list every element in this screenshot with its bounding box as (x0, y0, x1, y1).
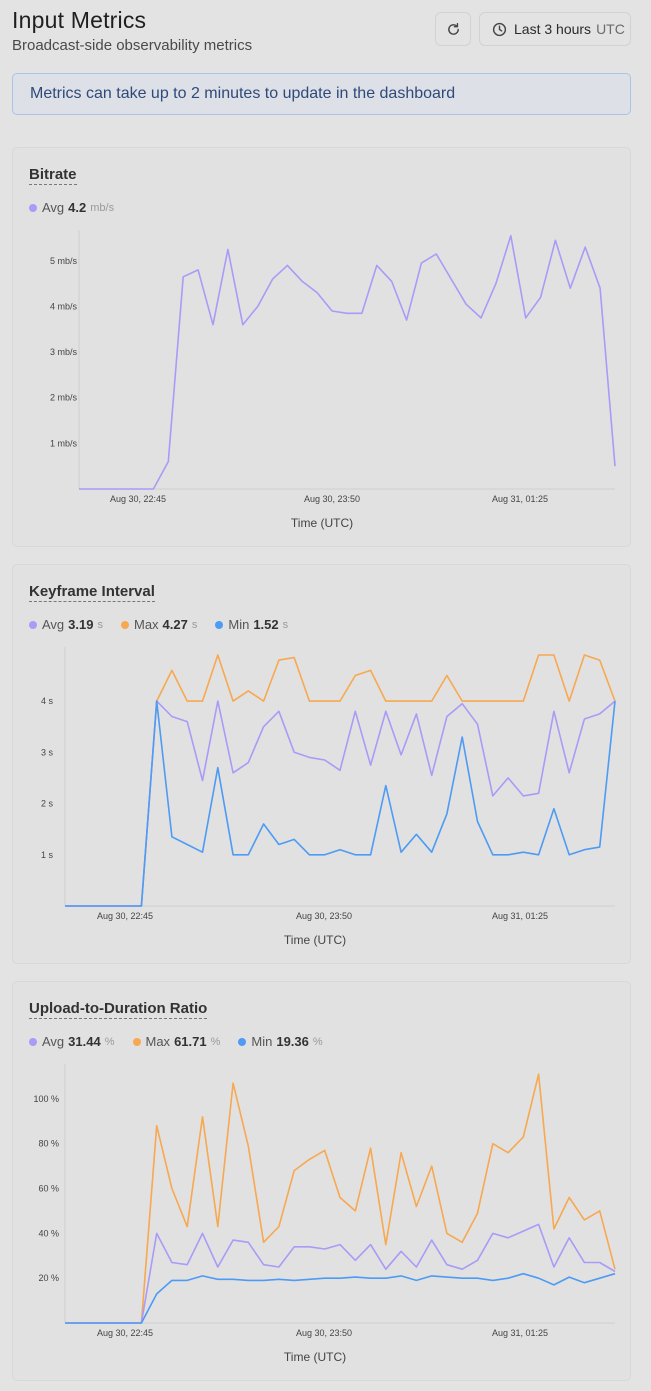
y-tick-label: 20 % (38, 1273, 59, 1283)
info-banner: Metrics can take up to 2 minutes to upda… (12, 73, 631, 115)
legend-dot (238, 1037, 247, 1046)
series-line-max[interactable] (65, 1073, 616, 1324)
legend-value: 1.52 (253, 617, 279, 632)
legend-item-avg[interactable]: Avg 4.2 mb/s (29, 200, 114, 215)
x-tick-label: Aug 31, 01:25 (492, 1328, 548, 1338)
y-tick-label: 5 mb/s (50, 256, 78, 266)
legend-unit: % (312, 1035, 323, 1048)
time-range-timezone: UTC (596, 21, 625, 37)
legend-value: 31.44 (68, 1034, 101, 1049)
keyframe-interval-chart[interactable]: 1 s 2 s 3 s 4 s Aug 30, 22:45 Aug 30, 23:50 Au… (13, 565, 630, 963)
x-tick-label: Aug 30, 22:45 (110, 494, 166, 504)
legend-dot (29, 620, 37, 629)
series-line-avg[interactable] (65, 1223, 616, 1324)
legend-dot (132, 1037, 141, 1046)
legend-value: 61.71 (174, 1034, 207, 1049)
legend-value: 19.36 (276, 1034, 309, 1049)
x-tick-label: Aug 30, 22:45 (97, 1328, 153, 1338)
series-line-avg[interactable] (79, 234, 616, 490)
y-tick-label: 2 mb/s (50, 393, 78, 403)
legend-value: 4.27 (162, 617, 188, 632)
legend-label: Max (133, 617, 159, 632)
refresh-icon (447, 22, 459, 35)
y-tick-label: 3 s (41, 747, 54, 757)
page-title: Input Metrics (12, 7, 147, 33)
x-axis-title: Time (UTC) (291, 516, 353, 530)
card-title[interactable]: Bitrate (29, 166, 77, 185)
legend-item-avg[interactable]: Avg 3.19 s (29, 617, 103, 632)
series-line-avg[interactable] (65, 700, 616, 907)
chart-legend: Avg 4.2 mb/s (29, 200, 114, 215)
legend-unit: % (210, 1035, 221, 1048)
x-tick-label: Aug 30, 23:50 (304, 494, 360, 504)
clock-icon (492, 22, 507, 37)
x-axis-title: Time (UTC) (284, 1350, 346, 1364)
legend-label: Min (228, 617, 250, 632)
legend-dot (29, 203, 37, 212)
y-tick-label: 1 mb/s (50, 438, 78, 448)
y-tick-label: 4 s (41, 696, 54, 706)
legend-dot (29, 1037, 37, 1046)
x-tick-label: Aug 30, 23:50 (296, 1328, 352, 1338)
legend-label: Avg (42, 1034, 65, 1049)
legend-label: Max (145, 1034, 171, 1049)
chart-legend: Avg 31.44 % Max 61.71 % Min 19.36 % (29, 1034, 323, 1049)
y-tick-label: 60 % (38, 1184, 59, 1194)
page-header: Input Metrics Broadcast-side observabili… (12, 6, 632, 62)
legend-item-min[interactable]: Min 1.52 s (215, 617, 288, 632)
x-tick-label: Aug 31, 01:25 (492, 494, 548, 504)
keyframe-interval-card: Keyframe Interval Avg 3.19 s Max 4.27 s … (12, 564, 631, 964)
legend-unit: s (97, 618, 103, 631)
card-title[interactable]: Keyframe Interval (29, 583, 155, 602)
bitrate-card: Bitrate Avg 4.2 mb/s 1 mb/s 2 mb/s 3 mb/s 4… (12, 147, 631, 547)
legend-unit: s (282, 618, 289, 631)
legend-dot (120, 620, 129, 629)
x-tick-label: Aug 30, 23:50 (296, 911, 352, 921)
series-line-max[interactable] (65, 654, 616, 907)
refresh-button[interactable] (435, 12, 471, 46)
y-tick-label: 4 mb/s (50, 301, 78, 311)
x-axis-title: Time (UTC) (284, 933, 346, 947)
bitrate-chart[interactable]: 1 mb/s 2 mb/s 3 mb/s 4 mb/s 5 mb/s Aug 30, 22… (13, 148, 630, 546)
legend-label: Min (251, 1034, 273, 1049)
legend-unit: s (191, 618, 198, 631)
time-range-label: Last 3 hours (514, 21, 592, 37)
legend-unit: mb/s (90, 201, 115, 214)
legend-item-min[interactable]: Min 19.36 % (238, 1034, 323, 1049)
legend-dot (215, 620, 224, 629)
legend-value: 4.2 (68, 200, 87, 215)
y-tick-label: 40 % (38, 1228, 59, 1238)
y-tick-label: 1 s (41, 850, 54, 860)
time-range-button[interactable]: Last 3 hours UTC (479, 12, 631, 46)
legend-label: Avg (42, 617, 65, 632)
y-tick-label: 2 s (41, 799, 54, 809)
legend-item-max[interactable]: Max 4.27 s (120, 617, 198, 632)
legend-unit: % (104, 1035, 115, 1048)
y-tick-label: 100 % (33, 1094, 59, 1104)
card-title[interactable]: Upload-to-Duration Ratio (29, 1000, 208, 1019)
x-tick-label: Aug 30, 22:45 (97, 911, 153, 921)
series-line-min[interactable] (65, 1272, 616, 1324)
upload-ratio-chart[interactable]: 20 % 40 % 60 % 80 % 100 % Aug 30, 22:45 Aug 30… (13, 982, 630, 1380)
legend-label: Avg (42, 200, 65, 215)
page-subtitle: Broadcast-side observability metrics (12, 37, 253, 54)
chart-legend: Avg 3.19 s Max 4.27 s Min 1.52 s (29, 617, 288, 632)
x-tick-label: Aug 31, 01:25 (492, 911, 548, 921)
y-tick-label: 3 mb/s (50, 347, 78, 357)
y-tick-label: 80 % (38, 1139, 59, 1149)
legend-item-max[interactable]: Max 61.71 % (132, 1034, 221, 1049)
legend-value: 3.19 (68, 617, 94, 632)
upload-ratio-card: Upload-to-Duration Ratio Avg 31.44 % Max… (12, 981, 631, 1381)
series-line-min[interactable] (65, 700, 616, 907)
legend-item-avg[interactable]: Avg 31.44 % (29, 1034, 115, 1049)
